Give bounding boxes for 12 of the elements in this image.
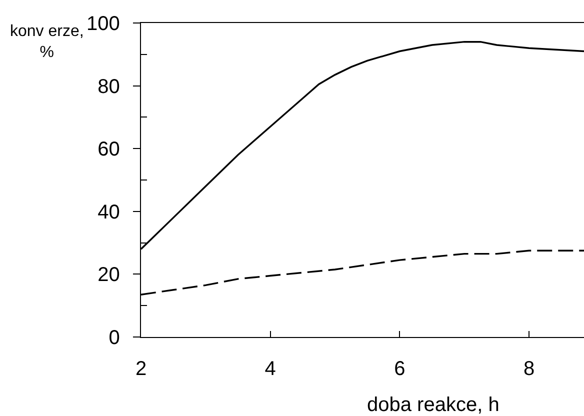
x-axis-title: doba reakce, h xyxy=(367,394,500,416)
y-axis-title: konv erze, % xyxy=(10,23,84,61)
x-tick-label: 6 xyxy=(394,358,406,380)
y-tick-label: 60 xyxy=(98,138,120,161)
x-tick-label: 8 xyxy=(523,358,535,380)
y-tick-label: 80 xyxy=(98,76,120,98)
y-tick-label: 40 xyxy=(98,201,120,224)
x-tick-label: 4 xyxy=(264,358,276,380)
x-tick-label: 2 xyxy=(135,358,147,380)
y-tick-label: 0 xyxy=(108,327,120,349)
y-tick-label: 20 xyxy=(98,264,120,286)
y-tick-label: 100 xyxy=(86,13,120,35)
